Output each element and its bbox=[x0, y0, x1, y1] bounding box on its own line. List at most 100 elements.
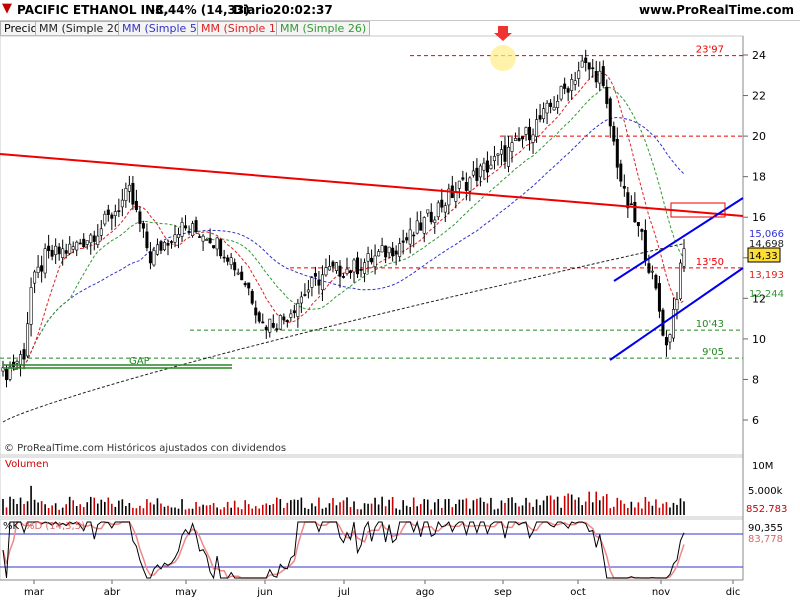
candle bbox=[426, 209, 430, 217]
volume-bar bbox=[563, 495, 566, 515]
price-change: -3,44% (14,33) bbox=[150, 3, 250, 17]
stoch-k-line bbox=[2, 520, 685, 580]
candle bbox=[605, 79, 609, 109]
watermark: © ProRealTime.com Históricos ajustados c… bbox=[4, 442, 286, 454]
volume-bar bbox=[68, 496, 71, 515]
candle bbox=[106, 204, 110, 222]
volume-bar bbox=[672, 502, 675, 515]
stoch-k-value: 90,355 bbox=[748, 523, 783, 534]
volume-bar bbox=[598, 500, 601, 515]
candle bbox=[359, 258, 363, 278]
volume-bar bbox=[374, 497, 376, 515]
volume-tick-10m: 10M bbox=[752, 461, 773, 472]
candle bbox=[380, 237, 384, 253]
legend-ma13[interactable]: MM (Simple 13) bbox=[197, 21, 292, 36]
volume-bar bbox=[476, 498, 478, 515]
volume-last-value: 852.783 bbox=[746, 504, 787, 515]
candle bbox=[468, 176, 472, 202]
candle bbox=[303, 283, 307, 297]
candle bbox=[26, 311, 30, 359]
volume-bar bbox=[30, 485, 32, 515]
volume-bar bbox=[440, 507, 443, 515]
legend-ma26[interactable]: MM (Simple 26) bbox=[276, 21, 371, 36]
candle bbox=[664, 330, 668, 357]
volume-bar bbox=[65, 504, 67, 515]
y-tick-label: 10 bbox=[752, 333, 766, 346]
candle bbox=[257, 310, 261, 324]
candle bbox=[401, 229, 405, 255]
candle bbox=[47, 234, 51, 259]
candle bbox=[429, 203, 433, 225]
candle bbox=[356, 251, 360, 279]
candle bbox=[103, 210, 107, 227]
volume-bar bbox=[311, 503, 313, 515]
volume-bar bbox=[111, 503, 113, 515]
volume-bar bbox=[581, 505, 584, 515]
volume-bar bbox=[177, 508, 180, 515]
candle bbox=[594, 60, 598, 89]
volume-bar bbox=[609, 508, 612, 515]
volume-bar bbox=[525, 497, 527, 515]
candle bbox=[341, 273, 345, 279]
volume-bar bbox=[254, 506, 257, 515]
candle bbox=[433, 216, 437, 234]
volume-bar bbox=[216, 507, 218, 515]
candle bbox=[422, 216, 426, 243]
volume-bar bbox=[321, 508, 324, 515]
candle bbox=[622, 174, 626, 197]
candle bbox=[517, 127, 521, 142]
volume-bar bbox=[342, 500, 345, 515]
volume-bar bbox=[279, 499, 282, 515]
candle bbox=[201, 234, 205, 251]
candle bbox=[671, 297, 675, 342]
candle bbox=[563, 77, 567, 95]
candle bbox=[131, 175, 135, 210]
candle bbox=[412, 231, 416, 248]
candle bbox=[327, 255, 331, 271]
volume-bar bbox=[170, 507, 173, 515]
candle bbox=[275, 323, 279, 333]
candle bbox=[542, 102, 546, 123]
candle bbox=[478, 163, 482, 187]
volume-bar bbox=[479, 497, 482, 515]
candle bbox=[535, 108, 539, 143]
channel-upper-line bbox=[613, 197, 744, 282]
volume-bar bbox=[191, 508, 194, 515]
volume-bar bbox=[469, 508, 471, 515]
candle bbox=[148, 242, 152, 270]
volume-bar bbox=[96, 503, 99, 515]
volume-bar bbox=[462, 499, 464, 515]
candle bbox=[345, 257, 349, 276]
ma26-line bbox=[2, 86, 685, 375]
channel-lower-line bbox=[609, 267, 744, 361]
volume-bar bbox=[146, 499, 148, 515]
volume-bar bbox=[54, 503, 57, 515]
candle bbox=[296, 298, 300, 328]
price-panel[interactable] bbox=[0, 35, 744, 456]
site-url[interactable]: www.ProRealTime.com bbox=[639, 3, 794, 17]
candle bbox=[36, 255, 40, 279]
candle bbox=[482, 157, 486, 180]
candle bbox=[285, 319, 289, 328]
stoch-k-label: %K bbox=[3, 521, 20, 532]
volume-bar bbox=[72, 500, 75, 515]
volume-bar bbox=[100, 499, 103, 515]
volume-bar bbox=[507, 498, 510, 515]
x-tick-label: may bbox=[175, 587, 197, 598]
volume-bar bbox=[360, 509, 362, 515]
volume-bar bbox=[202, 504, 204, 515]
candle bbox=[492, 145, 496, 170]
candle bbox=[331, 260, 335, 273]
volume-bar bbox=[511, 497, 513, 515]
candle bbox=[552, 96, 556, 111]
volume-bar bbox=[128, 503, 131, 515]
candle bbox=[264, 324, 268, 339]
volume-bar bbox=[149, 502, 152, 515]
arrow-down-icon[interactable]: ▼ bbox=[2, 1, 12, 16]
candle bbox=[559, 85, 563, 102]
legend-ma50[interactable]: MM (Simple 50) bbox=[118, 21, 213, 36]
candle bbox=[29, 277, 33, 337]
candle bbox=[334, 261, 338, 274]
y-tick-label: 20 bbox=[752, 130, 766, 143]
volume-bar bbox=[325, 507, 327, 515]
